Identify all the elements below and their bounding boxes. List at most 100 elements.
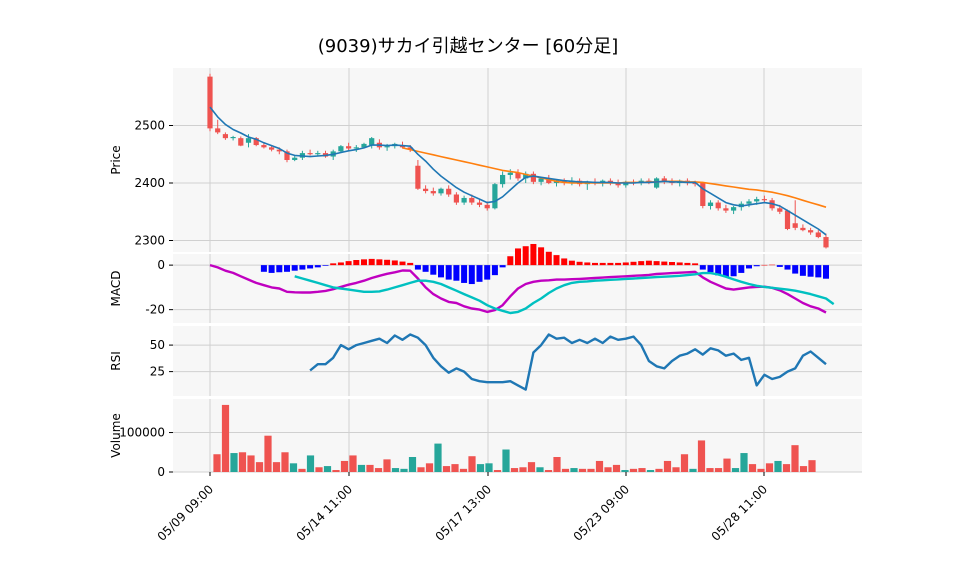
macd-hist-bar xyxy=(391,260,398,266)
volume-bar xyxy=(595,460,604,472)
volume-bar xyxy=(315,467,323,472)
macd-hist-bar xyxy=(461,265,468,283)
macd-hist-bar xyxy=(260,265,267,272)
candle-body xyxy=(476,202,483,205)
macd-hist-bar xyxy=(676,262,683,266)
volume-bar xyxy=(451,464,459,472)
volume-bar xyxy=(527,462,536,472)
volume-axis-label: Volume xyxy=(109,413,123,458)
volume-bar xyxy=(332,470,340,472)
volume-bar xyxy=(799,466,808,472)
volume-bar xyxy=(213,454,221,472)
chart-title: (9039)サカイ引越センター [60分足] xyxy=(318,36,619,57)
candle-body xyxy=(523,173,529,179)
candle-body xyxy=(530,173,536,182)
volume-bar xyxy=(468,456,476,472)
macd-hist-bar xyxy=(345,261,352,266)
macd-hist-bar xyxy=(630,261,637,266)
macd-hist-bar xyxy=(638,261,645,266)
macd-hist-bar xyxy=(384,259,391,266)
volume-bar xyxy=(570,468,578,472)
candle-body xyxy=(269,147,275,150)
macd-hist-bar xyxy=(661,261,668,266)
volume-bar xyxy=(561,468,570,472)
candle-body xyxy=(245,138,252,143)
candle-body xyxy=(538,178,544,182)
y-tick-label: 50 xyxy=(150,338,165,352)
volume-panel-bg xyxy=(173,399,862,472)
macd-hist-bar xyxy=(538,247,545,266)
volume-bar xyxy=(221,404,230,472)
macd-hist-bar xyxy=(653,261,660,266)
x-tick-label: 05/17 13:00 xyxy=(433,482,495,544)
macd-hist-bar xyxy=(669,262,675,266)
macd-hist-bar xyxy=(322,265,329,266)
candle-body xyxy=(215,128,221,133)
candle-body xyxy=(292,157,298,160)
price-marks xyxy=(207,73,829,249)
macd-hist-bar xyxy=(746,265,752,269)
candle-body xyxy=(800,227,806,231)
macd-hist-bar xyxy=(276,265,283,273)
volume-bar xyxy=(774,460,782,472)
volume-bar xyxy=(425,463,434,472)
macd-hist-bar xyxy=(699,265,706,270)
macd-hist-bar xyxy=(438,265,444,278)
volume-bar xyxy=(553,457,561,472)
macd-hist-bar xyxy=(738,265,745,273)
rsi-axis-label: RSI xyxy=(109,351,123,371)
macd-hist-bar xyxy=(753,265,760,267)
candle-body xyxy=(284,151,290,160)
volume-bar xyxy=(323,466,332,472)
macd-hist-bar xyxy=(553,255,560,266)
macd-hist-bar xyxy=(815,265,822,278)
candle-body xyxy=(546,178,552,183)
candle-body xyxy=(446,188,452,195)
volume-bar xyxy=(366,464,374,472)
volume-bar xyxy=(289,463,298,472)
macd-hist-bar xyxy=(453,265,460,281)
macd-hist-bar xyxy=(361,259,367,266)
macd-hist-bar xyxy=(468,265,475,285)
x-tick-label: 05/14 11:00 xyxy=(294,482,356,544)
y-tick-label: 2500 xyxy=(134,119,165,133)
volume-bar xyxy=(587,468,595,472)
macd-hist-bar xyxy=(807,265,814,277)
volume-bar xyxy=(255,462,264,472)
candle-body xyxy=(761,199,767,201)
volume-bar xyxy=(663,460,672,472)
y-tick-label: 2400 xyxy=(134,176,165,190)
candle-body xyxy=(615,183,621,186)
candle-body xyxy=(338,146,344,152)
candle-body xyxy=(715,202,721,209)
y-tick-label: 0 xyxy=(157,465,165,479)
macd-hist-bar xyxy=(353,260,360,266)
candle-body xyxy=(261,145,267,148)
macd-hist-bar xyxy=(692,263,699,266)
macd-hist-bar xyxy=(730,265,737,277)
volume-bar xyxy=(349,455,357,472)
macd-axis-label: MACD xyxy=(109,271,123,307)
macd-hist-bar xyxy=(491,265,498,276)
volume-bar xyxy=(476,464,485,472)
volume-bar xyxy=(374,468,383,472)
volume-bar xyxy=(544,470,553,472)
macd-hist-bar xyxy=(599,262,606,266)
candle-body xyxy=(315,153,321,155)
x-tick-label: 05/09 09:00 xyxy=(155,482,217,544)
volume-bar xyxy=(697,440,706,472)
macd-hist-bar xyxy=(414,265,421,270)
macd-hist-bar xyxy=(622,262,629,266)
macd-hist-bar xyxy=(561,258,568,266)
volume-bar xyxy=(357,464,366,472)
ma-short-line xyxy=(209,106,827,236)
volume-bar xyxy=(493,470,502,472)
candle-body xyxy=(654,178,660,188)
candle-body xyxy=(515,172,521,179)
rsi-marks xyxy=(309,333,827,391)
candle-body xyxy=(707,202,714,206)
macd-hist-bar xyxy=(299,265,306,270)
volume-bar xyxy=(247,455,255,472)
macd-hist-bar xyxy=(484,265,491,280)
volume-bar xyxy=(417,467,425,472)
